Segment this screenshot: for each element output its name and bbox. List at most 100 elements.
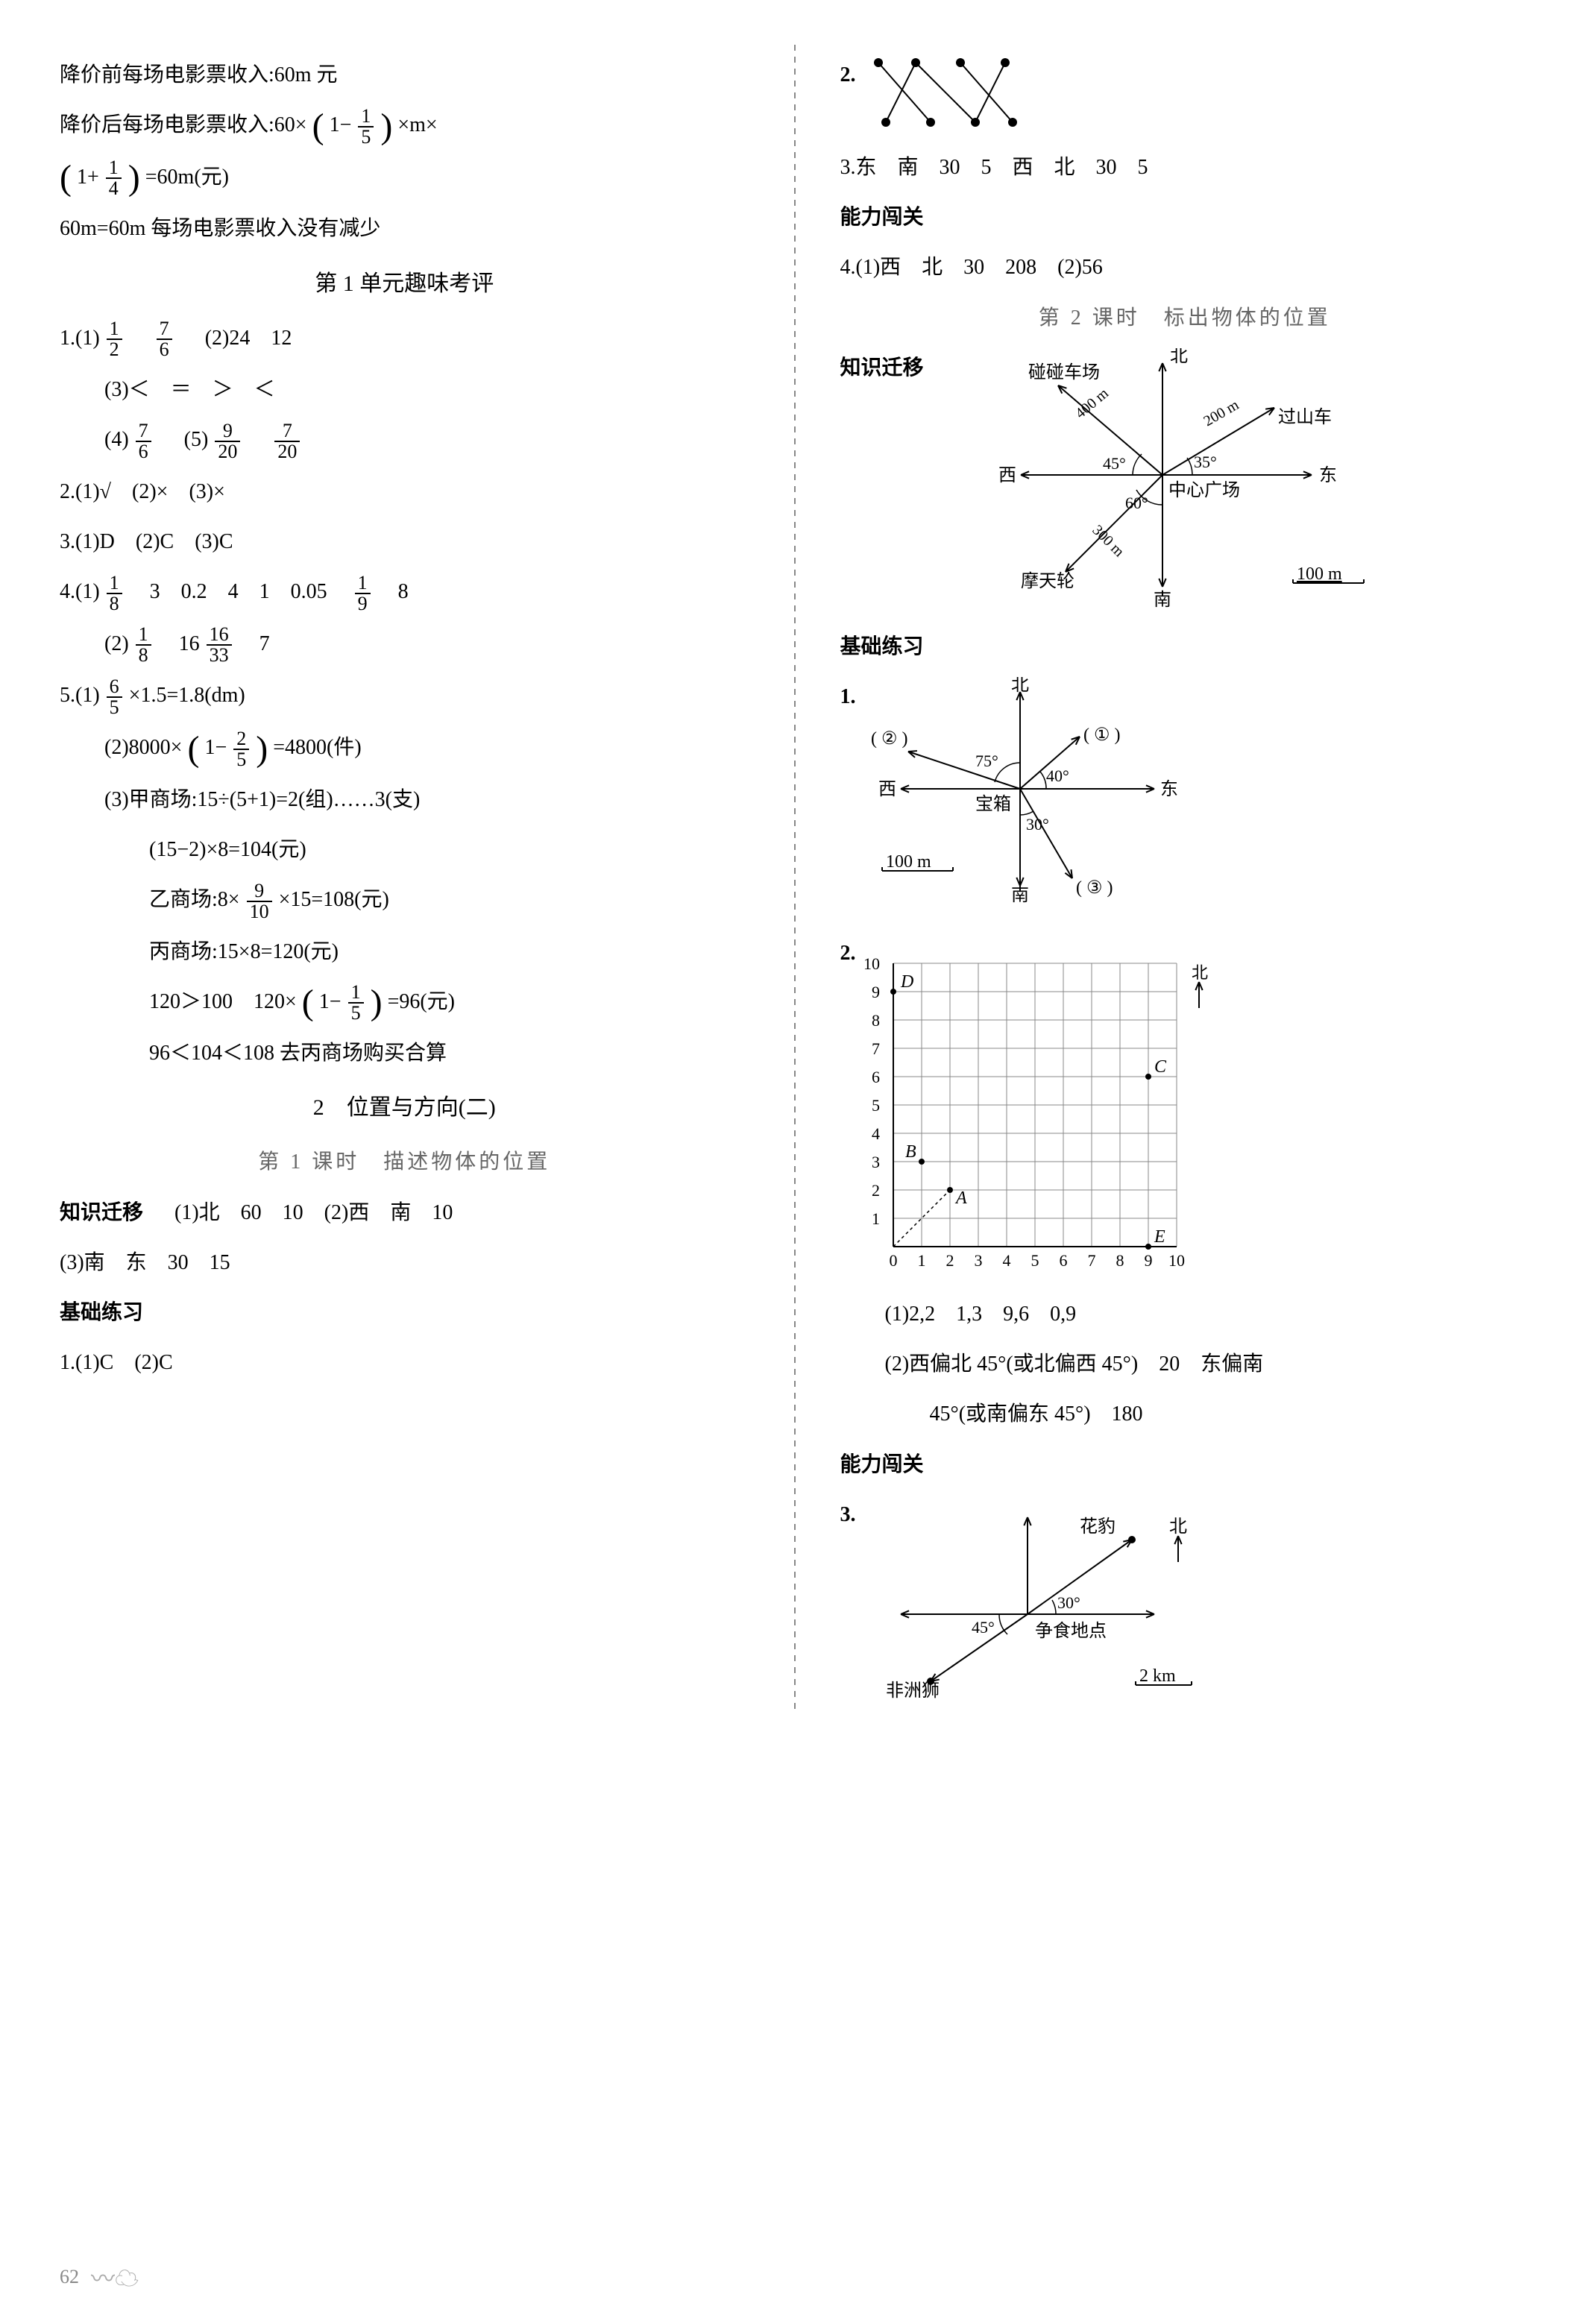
svg-text:45°: 45° [1103, 454, 1126, 473]
diagram-row: 1. 北东西南宝箱( ① )( ② )( ③ )75°40°30°100 m [840, 677, 1530, 923]
svg-text:100 m: 100 m [1297, 564, 1342, 584]
text: 8 [377, 580, 409, 603]
paren-left: ( [302, 985, 314, 1021]
svg-text:10: 10 [1168, 1251, 1185, 1270]
text: (2)24 12 [205, 327, 292, 350]
section-title: 2 位置与方向(二) [60, 1086, 749, 1129]
fraction: 15 [358, 107, 374, 147]
svg-text:5: 5 [872, 1096, 880, 1115]
fraction: 910 [247, 881, 272, 922]
paren-right: ) [371, 985, 383, 1021]
text-line: (3)甲商场:15÷(5+1)=2(组)……3(支) [60, 780, 749, 819]
diagram-row: 2. 01122334455667788991010ABCDE北 [840, 933, 1530, 1284]
text: (4) [104, 428, 129, 451]
svg-text:南: 南 [1154, 590, 1171, 610]
question-number: 2. [840, 933, 856, 973]
lesson-subtitle: 第 1 课时 描述物体的位置 [60, 1142, 749, 1182]
svg-text:8: 8 [1116, 1251, 1124, 1270]
svg-text:北: 北 [1011, 677, 1029, 695]
decoration-icon: 〰☁ [91, 2260, 139, 2294]
svg-text:北: 北 [1169, 1517, 1187, 1537]
paren-left: ( [312, 109, 324, 145]
text-line: (1)2,2 1,3 9,6 0,9 [840, 1294, 1530, 1334]
svg-text:6: 6 [872, 1068, 880, 1086]
left-column: 降价前每场电影票收入:60m 元 降价后每场电影票收入:60× ( 1− 15 … [60, 45, 764, 1714]
text-line: 45°(或南偏东 45°) 180 [840, 1394, 1530, 1434]
text: =4800(件) [273, 736, 361, 759]
text: 乙商场:8× [149, 888, 240, 911]
svg-text:30°: 30° [1026, 815, 1049, 834]
column-divider [794, 45, 796, 1714]
section-label: 知识迁移 [60, 1201, 143, 1224]
compass-diagram-2: 北东西南宝箱( ① )( ② )( ③ )75°40°30°100 m [856, 677, 1214, 923]
question-number: 1. [840, 677, 856, 717]
text-line: 3.东 南 30 5 西 北 30 5 [840, 148, 1530, 187]
diagram-row: 2. [840, 55, 1530, 137]
text: 1− [330, 113, 352, 136]
page-container: 降价前每场电影票收入:60m 元 降价后每场电影票收入:60× ( 1− 15 … [60, 45, 1529, 1714]
svg-text:40°: 40° [1046, 766, 1069, 785]
text-line: 2.(1)√ (2)× (3)× [60, 472, 749, 511]
question-number: 2. [840, 55, 856, 95]
text-line: (2)西偏北 45°(或北偏西 45°) 20 东偏南 [840, 1344, 1530, 1384]
svg-text:0: 0 [889, 1251, 897, 1270]
svg-text:过山车: 过山车 [1278, 407, 1332, 427]
text: 5.(1) [60, 684, 100, 707]
section-label: 知识迁移 [840, 348, 924, 388]
fraction: 12 [107, 319, 122, 359]
svg-text:东: 东 [1319, 465, 1337, 485]
text: 1− [204, 736, 227, 759]
svg-text:B: B [905, 1142, 916, 1162]
svg-text:争食地点: 争食地点 [1035, 1621, 1107, 1641]
text: 1+ [77, 166, 99, 189]
diagram-row: 知识迁移 碰碰车场北过山车东中心广场西摩天轮南45°35°60°400 m200… [840, 348, 1530, 617]
section-label: 基础练习 [840, 627, 1530, 667]
svg-text:35°: 35° [1194, 453, 1217, 471]
right-column: 2. 3.东 南 30 5 西 北 30 5 能力闯关 4.(1)西 北 30 … [825, 45, 1530, 1714]
svg-text:1: 1 [917, 1251, 925, 1270]
svg-text:中心广场: 中心广场 [1168, 480, 1240, 500]
text-line: (3)＜ ＝ ＞ ＜ [60, 370, 749, 409]
text: ×15=108(元) [279, 888, 389, 911]
text: 1.(1) [60, 327, 100, 350]
text: 16 [158, 632, 200, 655]
svg-text:( ① ): ( ① ) [1083, 725, 1121, 745]
fraction: 19 [355, 573, 371, 614]
text: 4.(1) [60, 580, 100, 603]
text-line: 5.(1) 65 ×1.5=1.8(dm) [60, 676, 749, 717]
svg-text:东: 东 [1160, 779, 1178, 799]
svg-text:A: A [954, 1188, 967, 1208]
text: =60m(元) [145, 166, 229, 189]
paren-right: ) [256, 731, 268, 767]
text-line: 4.(1)西 北 30 208 (2)56 [840, 248, 1530, 287]
svg-text:碰碰车场: 碰碰车场 [1028, 362, 1100, 382]
text-line: (15−2)×8=104(元) [60, 830, 749, 869]
svg-text:60°: 60° [1125, 494, 1148, 512]
section-title: 第 1 单元趣味考评 [60, 262, 749, 305]
svg-text:2 km: 2 km [1139, 1666, 1176, 1686]
svg-text:花豹: 花豹 [1080, 1517, 1116, 1537]
text-line: 1.(1) 12 76 (2)24 12 [60, 318, 749, 360]
text-line: (2)8000× ( 1− 25 ) =4800(件) [60, 728, 749, 769]
svg-text:C: C [1154, 1057, 1167, 1077]
section-label: 基础练习 [60, 1293, 749, 1332]
paren-left: ( [60, 160, 72, 196]
text-line: 60m=60m 每场电影票收入没有减少 [60, 209, 749, 248]
svg-text:1: 1 [872, 1209, 880, 1228]
text-line: (3)南 东 30 15 [60, 1243, 749, 1282]
text-line: 96＜104＜108 去丙商场购买合算 [60, 1033, 749, 1073]
text-line: 4.(1) 18 3 0.2 4 1 0.05 19 8 [60, 572, 749, 614]
text-line: 1.(1)C (2)C [60, 1343, 749, 1382]
svg-text:南: 南 [1011, 885, 1029, 905]
svg-text:4: 4 [1002, 1251, 1010, 1270]
diagram-row: 3. 花豹北争食地点非洲狮30°45°2 km [840, 1495, 1530, 1704]
text-line: 3.(1)D (2)C (3)C [60, 522, 749, 561]
text: (1)北 60 10 (2)西 南 10 [174, 1201, 453, 1224]
svg-text:3: 3 [974, 1251, 982, 1270]
lesson-subtitle: 第 2 课时 标出物体的位置 [840, 298, 1530, 338]
svg-text:30°: 30° [1057, 1593, 1080, 1612]
svg-text:6: 6 [1059, 1251, 1067, 1270]
fraction: 720 [274, 421, 300, 462]
svg-text:9: 9 [872, 983, 880, 1001]
fraction: 65 [107, 677, 122, 717]
